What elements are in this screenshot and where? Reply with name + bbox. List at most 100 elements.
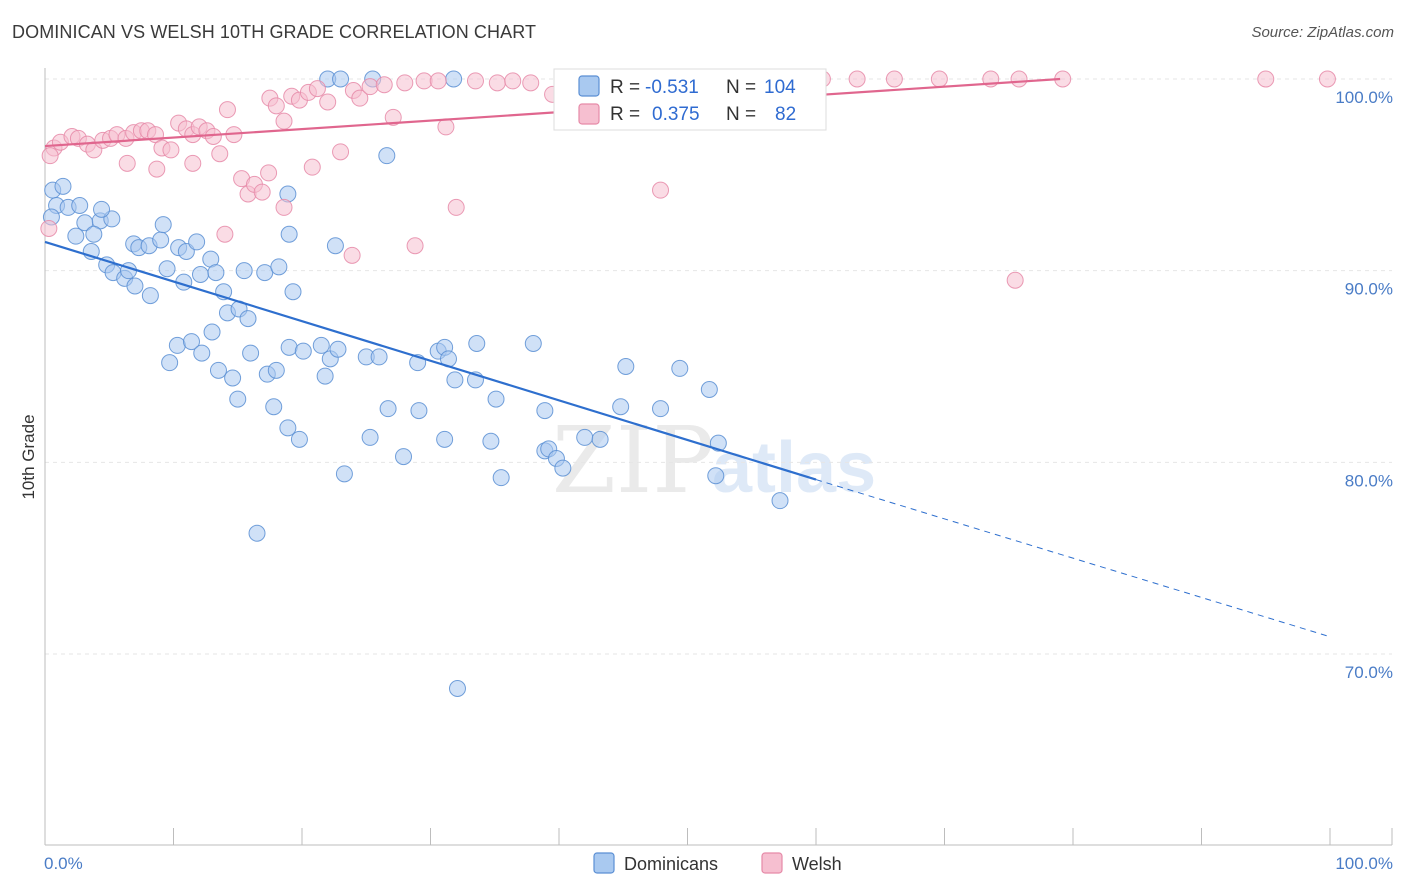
dominican-point-55	[370, 348, 388, 366]
dominican-point-80	[617, 358, 635, 375]
dominican-point-40	[161, 354, 179, 372]
dominican-point-27	[235, 262, 253, 280]
dominican-point-58	[395, 448, 413, 466]
welsh-point-62	[118, 154, 136, 172]
welsh-point-65	[652, 181, 670, 199]
y-axis-title: 10th Grade	[19, 414, 38, 499]
dominican-point-46	[312, 336, 330, 354]
dominican-point-21	[141, 287, 159, 305]
dominican-point-51	[279, 419, 297, 437]
dominican-point-67	[487, 390, 505, 408]
welsh-point-60	[184, 154, 202, 172]
dominican-point-43	[267, 361, 285, 379]
dominican-point-4	[71, 197, 89, 214]
dominican-point-102	[154, 216, 172, 234]
dominican-point-101	[67, 227, 85, 245]
dominican-point-69	[492, 469, 510, 487]
legend-welsh-r-value: 0.375	[652, 104, 700, 125]
legend-bottom-welsh-label: Welsh	[792, 854, 842, 874]
dominican-point-35	[182, 333, 200, 351]
source-attribution: Source: ZipAtlas.com	[1251, 24, 1394, 41]
legend-dominicans-n-value: 104	[764, 77, 796, 98]
welsh-point-80	[41, 147, 59, 165]
trend-lines	[44, 77, 1331, 638]
dominican-point-57	[379, 400, 397, 418]
dominican-point-89	[378, 147, 396, 165]
dominican-point-65	[468, 335, 486, 352]
welsh-point-47	[447, 198, 465, 216]
welsh-point-59	[216, 225, 234, 243]
welsh-point-79	[1006, 271, 1024, 289]
axes	[44, 68, 1393, 846]
welsh-point-35	[308, 80, 326, 98]
dominican-trend-extension	[815, 479, 1331, 638]
dominican-point-85	[707, 467, 725, 485]
welsh-point-50	[504, 72, 522, 90]
watermark-zip: ZIP	[552, 407, 714, 514]
dominican-point-29	[270, 258, 288, 276]
welsh-point-21	[204, 128, 222, 145]
legend-bottom-dominicans-label: Dominicans	[624, 854, 718, 874]
dominican-point-64	[446, 371, 464, 389]
dominican-point-86	[771, 492, 789, 510]
welsh-point-45	[429, 72, 447, 90]
welsh-point-73	[1318, 70, 1336, 88]
welsh-point-40	[361, 78, 379, 96]
welsh-point-37	[332, 143, 350, 161]
welsh-point-70	[1010, 70, 1028, 88]
dominican-point-76	[536, 402, 554, 420]
legend-dominicans-n-label: N =	[726, 77, 756, 98]
dominican-point-97	[445, 70, 463, 88]
welsh-point-30	[267, 97, 285, 115]
dominican-point-32	[239, 310, 257, 328]
y-tick-label-3: 70.0%	[1345, 663, 1393, 682]
welsh-point-48	[466, 72, 484, 90]
welsh-point-42	[384, 108, 402, 126]
legend-welsh-swatch	[578, 103, 600, 125]
dominican-point-28	[256, 264, 274, 282]
dominican-point-49	[329, 340, 347, 358]
legend-top: R = -0.531 N = 104 R = 0.375 N = 82	[553, 68, 827, 131]
welsh-point-28	[253, 183, 271, 201]
welsh-point-75	[848, 70, 866, 88]
dominican-point-56	[361, 428, 379, 446]
welsh-point-31	[275, 112, 293, 130]
welsh-point-64	[406, 237, 424, 255]
dominican-point-39	[229, 390, 247, 408]
dominican-point-78	[591, 430, 609, 448]
welsh-point-46	[437, 118, 455, 136]
dominican-point-50	[265, 398, 283, 416]
welsh-point-72	[1257, 70, 1275, 88]
x-tick-label-1: 100.0%	[1335, 854, 1393, 873]
dominican-point-87	[448, 680, 466, 697]
dominican-trend-line	[44, 240, 817, 481]
dominican-point-83	[700, 381, 718, 398]
y-tick-label-0: 100.0%	[1335, 88, 1393, 107]
dominican-point-37	[209, 361, 227, 379]
welsh-point-15	[162, 141, 180, 159]
dominican-point-1	[54, 177, 72, 195]
watermark-atlas: atlas	[712, 428, 876, 508]
dominican-point-33	[203, 323, 221, 341]
dominican-point-98	[93, 200, 111, 218]
welsh-point-51	[522, 74, 540, 92]
welsh-point-41	[375, 76, 393, 94]
welsh-point-22	[211, 145, 229, 163]
welsh-point-67	[885, 70, 903, 88]
dominican-point-8	[85, 225, 103, 243]
dominican-point-91	[326, 237, 344, 255]
dominican-point-48	[316, 367, 334, 385]
dominican-point-71	[335, 465, 353, 483]
dominican-point-53	[248, 524, 266, 542]
welsh-trend-line	[44, 77, 1061, 148]
legend-dominicans-swatch	[578, 75, 600, 97]
grid-lines	[45, 78, 1392, 655]
dominican-point-12	[152, 231, 170, 249]
dominican-point-82	[671, 359, 689, 377]
chart-title: DOMINICAN VS WELSH 10TH GRADE CORRELATIO…	[12, 22, 537, 42]
dominican-point-77	[576, 428, 594, 446]
welsh-point-57	[275, 198, 293, 216]
dominican-point-75	[554, 459, 572, 477]
welsh-point-43	[396, 74, 414, 92]
dominican-point-59	[410, 402, 428, 420]
